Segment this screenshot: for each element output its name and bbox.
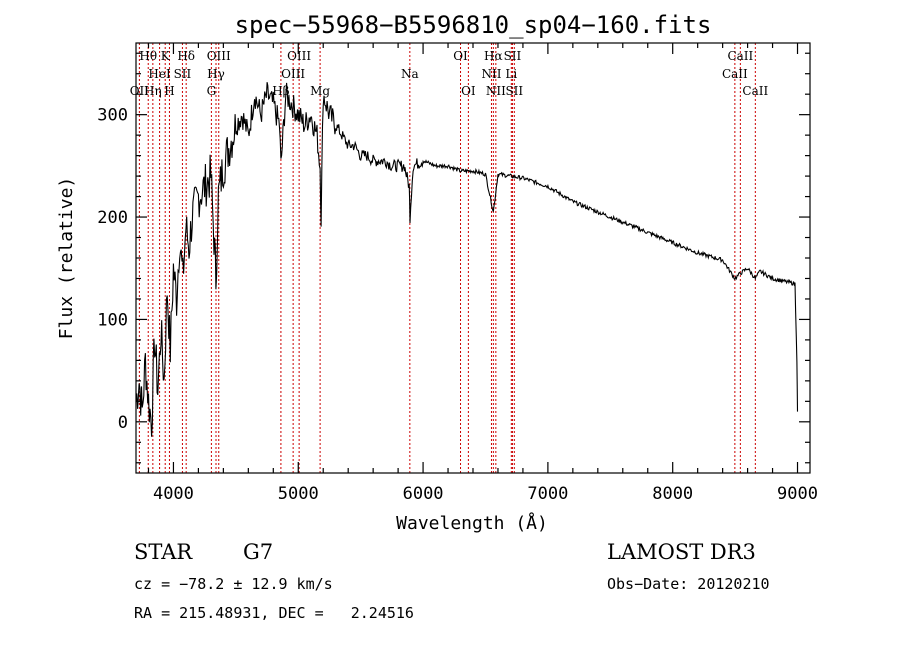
axis-ticks: 4000 5000 6000 7000 8000 9000 0 100 200 300 [97,43,818,504]
x-tick-label: 5000 [278,484,319,504]
x-axis-label: Wavelength (Å) [396,512,548,534]
spectrum-plot: spec−55968−B5596810_sp04−160.fits HθOIIH… [56,11,818,534]
spectral-line-label: SII [504,49,522,63]
coordinates: RA = 215.48931, DEC = 2.24516 [134,604,414,622]
spectral-line-label: OII [130,84,150,98]
spectral-line-label: HeI [148,67,171,81]
x-tick-label: 8000 [652,484,693,504]
plot-frame [135,42,811,474]
observation-date: Obs−Date: 20120210 [607,575,770,593]
spectral-line-label: G [207,84,217,98]
spectral-line-label: SII [505,84,523,98]
spectral-line-label: NII [486,84,506,98]
redshift-velocity: cz = −78.2 ± 12.9 km/s [134,575,333,593]
spectrum-series [135,82,799,437]
chart-title: spec−55968−B5596810_sp04−160.fits [235,11,712,39]
spectral-line-markers [138,43,756,473]
spectral-line-label: K [161,49,171,63]
y-axis-label: Flux (relative) [56,177,77,340]
spectral-line-label: OIII [287,49,311,63]
spectral-line-label: Na [401,67,419,81]
y-tick-label: 200 [97,208,128,228]
object-subclass: G7 [243,540,274,564]
spectral-line-label: CaII [722,67,748,81]
spectral-line-label: OIII [207,49,231,63]
spectral-line-label: SII [174,67,192,81]
spectral-line-label: Hθ [139,49,157,63]
x-tick-label: 7000 [527,484,568,504]
spectral-line-labels: HθOIIHηHeIKHSIIHδGHγOIIIHβOIIIOIIIMgNaOI… [130,49,769,98]
y-tick-label: 0 [118,413,128,433]
x-tick-label: 4000 [153,484,194,504]
spectral-line-label: Li [505,67,517,81]
spectral-line-label: H [164,84,174,98]
spectral-line-label: NII [481,67,501,81]
spectral-line-label: Hη [144,84,162,98]
spectral-line-label: OI [453,49,468,63]
y-tick-label: 300 [97,106,128,126]
survey-name: LAMOST DR3 [607,540,756,564]
spectral-line-label: Hα [484,49,503,63]
spectral-line-label: Hγ [207,67,225,81]
y-tick-label: 100 [97,310,128,330]
spectral-line-label: Hδ [177,49,195,63]
object-class: STAR [134,540,193,564]
spectral-line-label: OIII [281,67,305,81]
spectral-line-label: CaII [727,49,753,63]
x-tick-label: 9000 [777,484,818,504]
x-tick-label: 6000 [403,484,444,504]
spectral-line-label: Mg [310,84,330,98]
spectral-line-label: OI [461,84,476,98]
spectral-line-label: CaII [742,84,768,98]
